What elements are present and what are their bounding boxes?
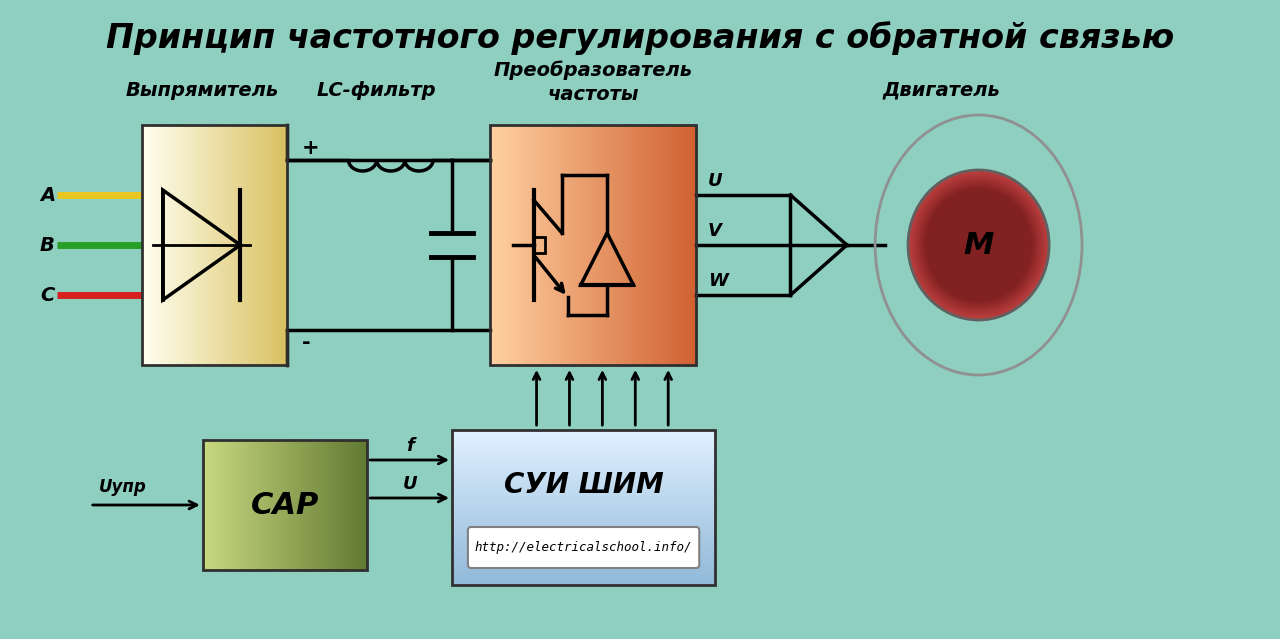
Circle shape (914, 176, 1043, 314)
Circle shape (924, 187, 1033, 303)
Text: СУИ ШИМ: СУИ ШИМ (504, 471, 663, 499)
Text: U: U (708, 172, 722, 190)
Circle shape (925, 188, 1032, 302)
Circle shape (920, 183, 1037, 307)
Circle shape (915, 178, 1042, 312)
Text: Двигатель: Двигатель (882, 81, 1000, 100)
Text: A: A (40, 185, 55, 204)
Circle shape (924, 187, 1033, 302)
Circle shape (918, 180, 1039, 309)
Circle shape (919, 182, 1038, 308)
Circle shape (911, 174, 1046, 316)
Bar (534, 237, 545, 253)
Text: Выпрямитель: Выпрямитель (125, 81, 279, 100)
Circle shape (911, 174, 1046, 316)
Bar (202, 440, 367, 570)
Circle shape (927, 190, 1030, 300)
Circle shape (920, 183, 1037, 307)
Circle shape (914, 176, 1043, 314)
Circle shape (918, 180, 1039, 310)
Bar (489, 125, 696, 365)
Circle shape (910, 173, 1047, 318)
Circle shape (913, 175, 1044, 315)
Circle shape (919, 181, 1038, 309)
Circle shape (916, 178, 1041, 311)
Bar (142, 125, 287, 365)
Circle shape (916, 180, 1041, 311)
Circle shape (923, 185, 1034, 305)
Circle shape (909, 171, 1048, 319)
Text: U: U (402, 475, 417, 493)
Text: C: C (41, 286, 55, 305)
Bar (452, 430, 716, 585)
Circle shape (909, 171, 1048, 320)
Text: Преобразователь
частоты: Преобразователь частоты (493, 61, 692, 104)
Circle shape (913, 176, 1044, 314)
Circle shape (924, 187, 1033, 304)
Text: САР: САР (251, 491, 319, 520)
Circle shape (911, 173, 1046, 317)
Circle shape (922, 185, 1036, 305)
Text: LC-фильтр: LC-фильтр (317, 81, 436, 100)
Circle shape (915, 177, 1042, 313)
Circle shape (920, 183, 1037, 307)
Circle shape (925, 189, 1032, 302)
Circle shape (922, 184, 1036, 306)
Circle shape (908, 170, 1050, 320)
Text: -: - (302, 333, 310, 353)
Text: W: W (708, 272, 727, 290)
Circle shape (916, 179, 1041, 311)
Circle shape (923, 186, 1034, 304)
Circle shape (922, 185, 1036, 305)
Circle shape (910, 172, 1047, 318)
Circle shape (913, 174, 1044, 316)
Circle shape (918, 181, 1039, 309)
Text: V: V (708, 222, 722, 240)
Text: http://electricalschool.info/: http://electricalschool.info/ (475, 541, 692, 554)
Text: B: B (40, 236, 55, 254)
Circle shape (915, 178, 1042, 312)
Text: M: M (964, 231, 993, 259)
Circle shape (925, 189, 1032, 301)
Text: f: f (406, 437, 413, 455)
Text: Принцип частотного регулирования с обратной связью: Принцип частотного регулирования с обрат… (106, 21, 1174, 55)
Text: Uупр: Uупр (99, 478, 147, 496)
Text: +: + (302, 138, 319, 158)
FancyBboxPatch shape (468, 527, 699, 568)
Circle shape (909, 171, 1047, 318)
